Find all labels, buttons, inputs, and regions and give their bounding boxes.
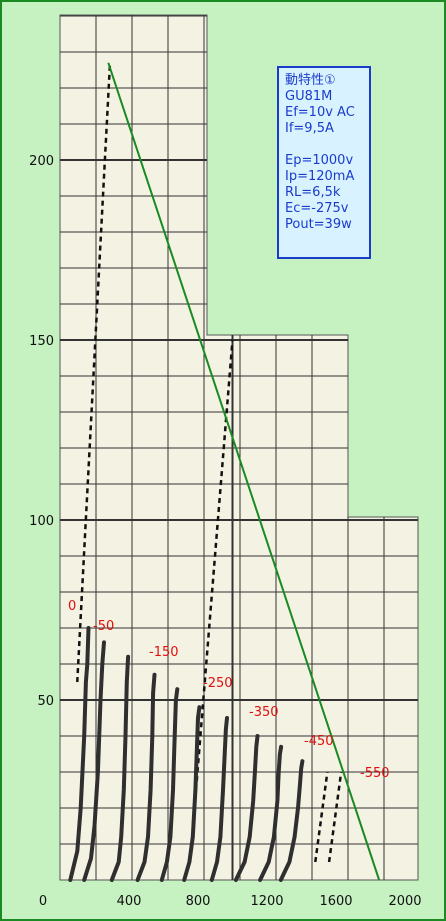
plate-curve [233,734,260,882]
info-line: If=9,5A [285,121,334,136]
grid-voltage-label: -450 [304,734,334,749]
plate-curve [159,687,180,882]
plate-curve [82,640,106,882]
plate-curve [209,716,229,882]
info-line: Ef=10v AC [285,105,355,120]
y-tick-label: 100 [29,514,54,529]
info-line: Ip=120mA [285,169,355,184]
plate-curve [182,705,202,882]
x-tick-label: 2000 [388,894,421,909]
grid-voltage-label: 0 [68,599,76,614]
plate-curve [135,672,157,882]
grid-voltage-label: -250 [203,676,233,691]
info-spacer [285,137,363,153]
y-tick-label: 200 [29,154,54,169]
dashed-line [76,62,112,683]
dashed-line [327,771,343,863]
info-line: Ep=1000v [285,153,354,168]
info-lines-bottom: Ep=1000v Ip=120mA RL=6,5k Ec=-275v Pout=39w [285,153,363,233]
y-tick-label: 50 [37,694,54,709]
grid-voltage-label: -350 [249,705,279,720]
tick-labels: 0 400 800 1200 1600 2000 50 100 150 200 [29,154,421,909]
grid-lines [60,15,418,880]
load-line [107,62,381,881]
info-line: Ec=-275v [285,201,349,216]
plate-curves [68,626,305,882]
plate-curve [258,744,284,882]
info-box: 動特性① GU81M Ef=10v AC If=9,5A Ep=1000v Ip=120… [277,66,371,259]
plate-curve [109,654,131,882]
y-tick-label: 150 [29,334,54,349]
dashed-line [314,771,329,863]
info-line: RL=6,5k [285,185,341,200]
info-line: GU81M [285,89,333,104]
x-tick-label: 800 [186,894,211,909]
grid-voltage-label: -550 [360,766,390,781]
info-line: 動特性① [285,73,336,88]
x-tick-label: 1600 [319,894,352,909]
plate-curve [278,759,305,882]
info-line: Pout=39w [285,217,352,232]
x-tick-label: 0 [39,894,47,909]
grid-voltage-label: -150 [149,645,179,660]
x-tick-label: 400 [117,894,142,909]
x-tick-label: 1200 [250,894,283,909]
info-lines-top: 動特性① GU81M Ef=10v AC If=9,5A [285,73,363,137]
load-line-segment [107,62,381,881]
plate-curve [68,626,91,882]
grid-voltage-label: -50 [93,619,114,634]
curve-labels: 0 -50 -150 -250 -350 -450 -550 [68,599,390,781]
